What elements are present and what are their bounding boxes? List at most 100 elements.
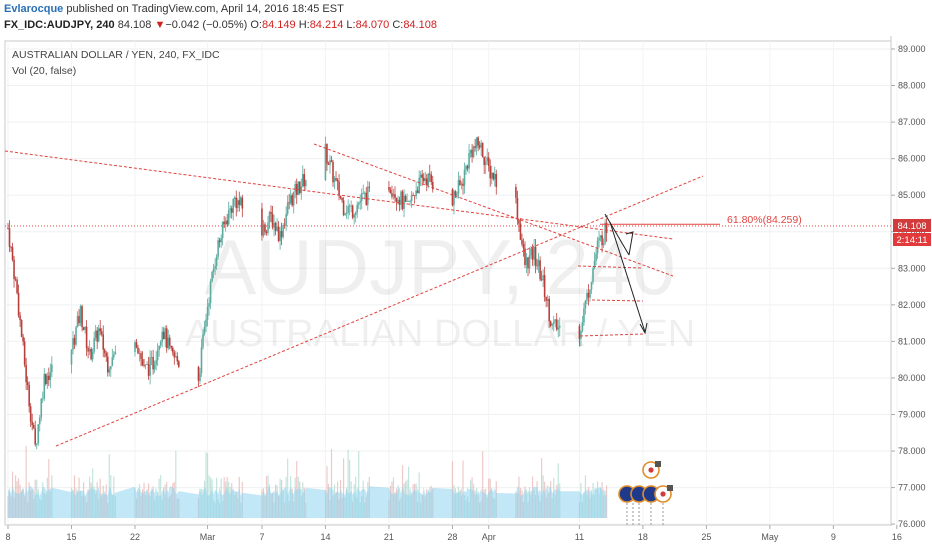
candle-body [489,165,492,179]
candle-body [533,246,535,260]
candle-body [330,160,333,163]
candle-body [262,224,265,236]
volume-bar [541,458,543,518]
candle-body [516,197,519,220]
candle-body [149,357,151,376]
candle-body [223,221,225,225]
candle-body [205,319,207,327]
candle-body [217,240,219,257]
candle-body [227,210,230,225]
candle-body [481,143,484,158]
volume-bar [606,485,608,518]
publish-line: Evlarocque published on TradingView.com,… [4,3,344,15]
volume-indicator-label[interactable]: Vol (20, false) [12,65,76,77]
x-tick-label: 18 [638,532,648,542]
last-price-badge [893,219,931,232]
price-chart[interactable]: AUDJPY, 240 AUSTRALIAN DOLLAR / YEN AUST… [0,36,932,550]
candle-body [161,331,163,342]
candle-body [534,246,537,266]
candle-body [28,385,30,407]
candle-body [173,352,176,358]
candle-body [168,337,171,346]
candle-body [487,157,490,166]
candle-body [49,372,52,381]
candle-body [144,364,147,366]
candle-body [76,315,79,328]
volume-bar [462,460,464,518]
candle-body [297,181,300,195]
candle-body [394,194,396,198]
candle-body [143,365,145,367]
candle-body [140,353,142,360]
candle-body [229,208,232,211]
candle-body [301,174,304,187]
symbol-label[interactable]: FX_IDC:AUDJPY, 240 [4,19,115,31]
candle-body [590,281,593,290]
candle-body [483,157,485,166]
candle-body [552,321,555,325]
candle-body [398,199,401,205]
arrow-head-icon [639,322,648,335]
candle-body [19,315,21,321]
y-tick-label: 89.000 [898,44,926,54]
arrow-head-icon [625,231,634,256]
candle-body [347,206,349,214]
candle-body [599,235,602,238]
x-tick-label: 11 [575,532,584,542]
candle-body [170,345,173,348]
chart-header: Evlarocque published on TradingView.com,… [0,0,932,36]
event-markers[interactable] [618,461,673,525]
candle-body [167,337,170,349]
candle-body [525,257,528,266]
x-tick-label: Mar [200,532,216,542]
candle-body [368,186,371,188]
candle-body [462,183,464,186]
candle-body [147,364,150,376]
candle-body [48,375,50,381]
candle-body [208,303,210,307]
candle-body [546,298,549,301]
candle-body [7,228,9,229]
candle-body [152,357,154,370]
x-tick-label: 22 [130,532,140,542]
watermark-name: AUSTRALIAN DOLLAR / YEN [185,313,695,355]
candle-body [211,271,213,282]
candle-body [598,237,600,241]
y-tick-label: 82.000 [898,300,926,310]
candle-body [353,215,355,218]
candle-body [515,187,517,198]
candle-body [264,224,266,232]
candle-body [265,231,268,234]
y-tick-label: 80.000 [898,373,926,383]
candle-body [232,199,235,213]
candle-body [471,149,473,158]
candle-body [220,238,222,243]
candle-body [241,197,244,209]
y-tick-label: 78.000 [898,446,926,456]
candle-body [105,353,108,357]
volume-bar [326,466,328,518]
candle-body [267,222,269,234]
candle-body [82,327,85,330]
change-down-icon: ▼ [154,19,166,31]
volume-bar [407,466,410,518]
y-tick-label: 87.000 [898,117,926,127]
x-axis-ticks: 8 15 22 Mar 7 14 21 28 Apr 11 18 25 May 9 16 [5,525,902,542]
author-link[interactable]: Evlarocque [4,3,64,15]
candle-body [338,181,340,196]
candle-body [215,256,218,266]
candle-body [537,260,540,266]
candle-body [344,213,346,215]
candle-body [84,326,86,330]
candle-body [81,306,83,328]
candle-body [536,265,538,267]
candle-body [518,219,520,224]
candle-body [294,184,297,192]
candle-body [348,205,351,207]
x-tick-label: 8 [5,532,10,542]
candle-body [239,197,242,205]
candle-body [8,228,11,247]
candle-body [291,195,293,206]
x-tick-label: 21 [384,532,394,542]
candle-body [282,225,284,238]
